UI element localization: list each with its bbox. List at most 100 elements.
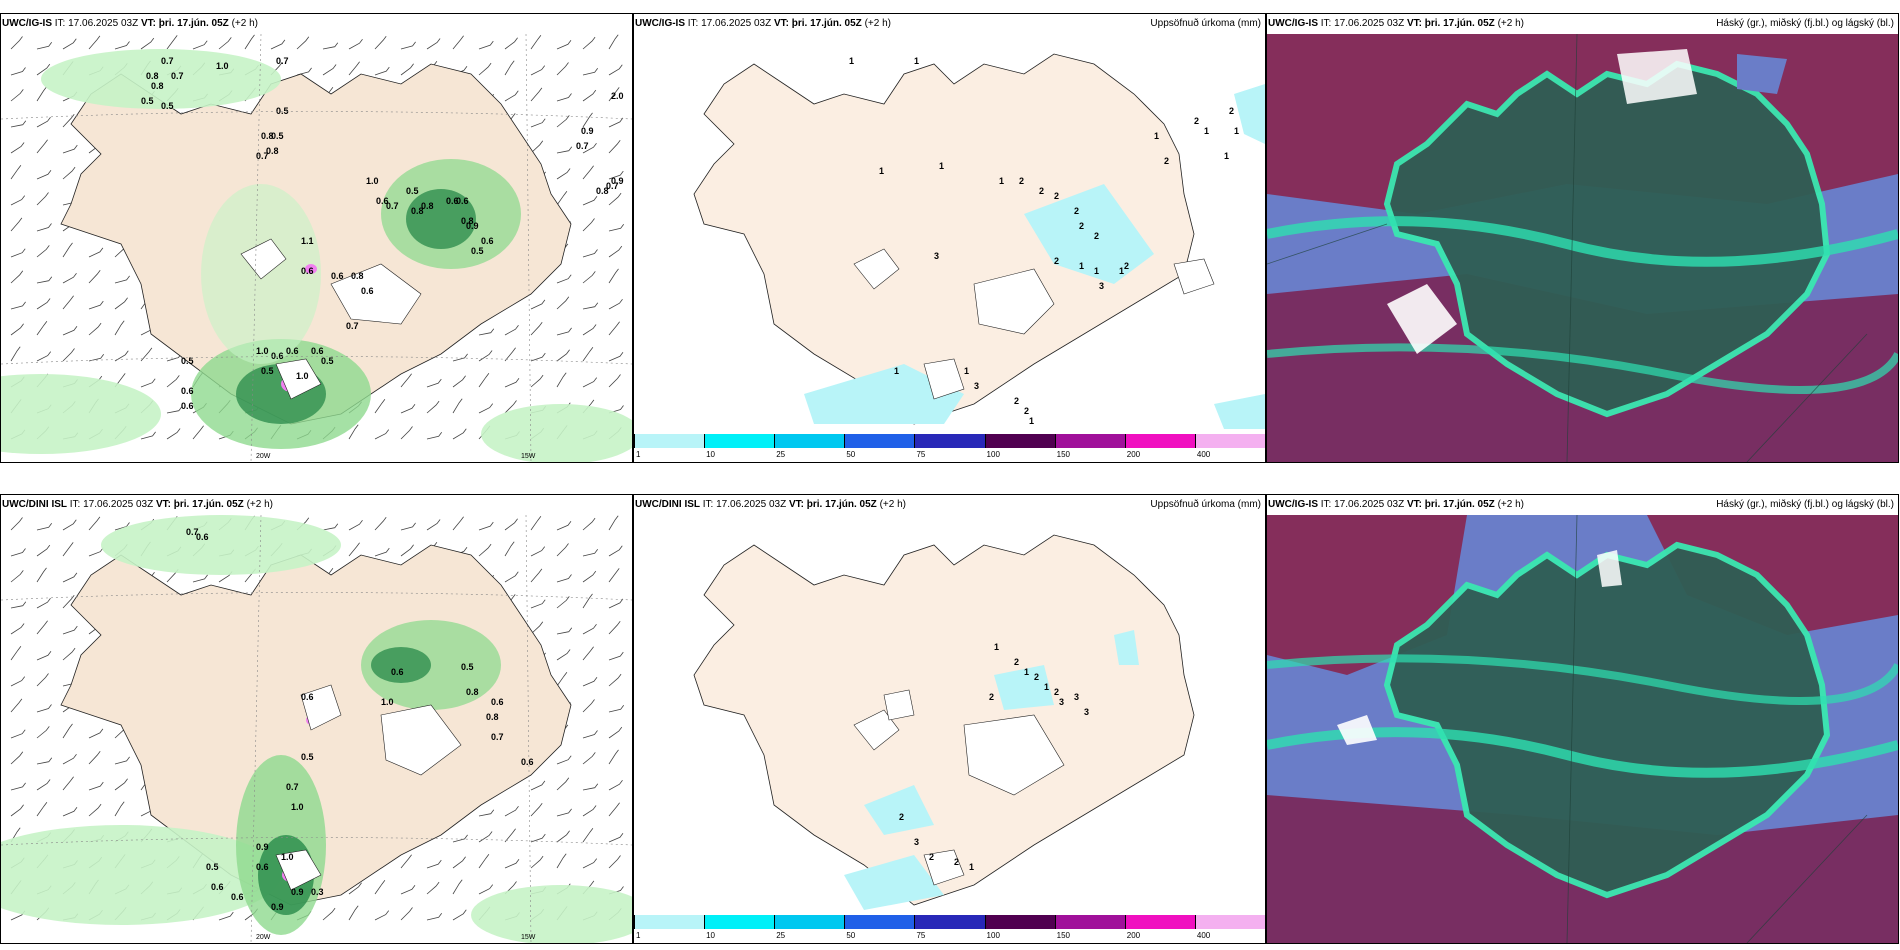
wind-barb: [36, 86, 47, 102]
precip-value-label: 0.7: [161, 56, 174, 66]
wind-barb: [10, 751, 24, 765]
wind-barb: [270, 39, 286, 50]
wind-barb: [582, 377, 598, 388]
precip-value-label: 0.6: [301, 692, 314, 702]
wind-barb: [582, 752, 596, 765]
wind-barb: [62, 348, 75, 362]
wind-barb: [530, 621, 544, 635]
precip-value-label: 2: [1229, 106, 1234, 116]
wind-barb: [478, 403, 494, 414]
wind-barb: [10, 323, 24, 336]
precip-value-label: 0.6: [181, 386, 194, 396]
precip-value-label: 0.8: [261, 131, 274, 141]
wind-barb: [556, 671, 568, 687]
precip-value-label: 0.6: [311, 346, 324, 356]
vt-label: VT:: [1406, 499, 1422, 510]
wind-barb: [608, 545, 623, 557]
colorbar-label: 1: [636, 450, 641, 459]
precip-value-label: 0.5: [471, 246, 484, 256]
wind-barb: [36, 620, 48, 635]
map-panel-bottom-middle: UWC/DINI ISL IT: 17.06.2025 03Z VT: þri.…: [633, 494, 1266, 944]
precip-value-label: 0.8: [466, 687, 479, 697]
panel-variable-title: Háský (gr.), miðský (fj.bl.) og lágský (…: [1716, 18, 1894, 29]
wind-barb: [10, 195, 26, 206]
wind-barb: [582, 730, 598, 739]
precip-value-label: 1: [849, 56, 854, 66]
wind-barb: [322, 42, 339, 50]
wind-barb: [114, 320, 125, 336]
precip-value-label: 1: [1224, 151, 1229, 161]
wind-barb: [62, 542, 74, 557]
wind-barb: [608, 224, 625, 232]
precip-value-label: 1: [894, 366, 899, 376]
wind-barb: [582, 68, 599, 76]
wind-barb: [556, 349, 570, 362]
precip-value-label: 0.5: [276, 106, 289, 116]
wind-barb: [88, 750, 101, 765]
colorbar-label: 10: [706, 931, 716, 940]
cloud-cover-map: [1267, 34, 1898, 462]
wind-barb: [530, 515, 542, 531]
wind-barb: [478, 543, 492, 557]
cloud-cover-map: [1267, 515, 1898, 943]
precip-value-label: 1.0: [366, 176, 379, 186]
wind-barb: [582, 218, 595, 232]
precip-value-label: 0.8: [151, 81, 164, 91]
precip-value-label: 2: [929, 852, 934, 862]
wind-barb: [10, 782, 26, 791]
precip-value-label: 0.5: [181, 356, 194, 366]
wind-barb: [36, 651, 52, 661]
wind-barb: [192, 425, 204, 440]
precip-value-label: 0.6: [446, 196, 459, 206]
panel-header: UWC/IG-IS IT: 17.06.2025 03Z VT: þri. 17…: [1, 14, 632, 34]
precip-value-label: 1: [1119, 266, 1124, 276]
glaciers: [275, 684, 462, 891]
wind-barb: [36, 42, 53, 50]
precip-value-label: 0.8: [266, 146, 279, 156]
wind-barb: [10, 698, 23, 713]
precip-value-label: 1.0: [296, 371, 309, 381]
wind-barb: [140, 431, 156, 440]
wind-barb: [426, 881, 440, 895]
wind-barb: [62, 144, 78, 154]
wind-barb: [452, 428, 467, 440]
lon-label-15w: 15W: [521, 934, 536, 941]
precip-value-label: 1: [1024, 667, 1029, 677]
wind-barb: [556, 190, 568, 206]
wind-barb: [348, 882, 362, 895]
wind-barb: [400, 426, 413, 440]
vt-label: VT:: [155, 499, 171, 510]
wind-barb: [608, 298, 623, 310]
wind-barb: [504, 805, 519, 817]
precip-shading: [804, 84, 1265, 429]
wind-barb: [478, 372, 490, 388]
wind-barb: [478, 884, 494, 895]
wind-barb: [582, 646, 594, 661]
it-value: 17.06.2025 03Z: [1334, 18, 1405, 29]
colorbar-segment: [914, 915, 985, 929]
precip-value-label: 1.0: [216, 61, 229, 71]
wind-barb: [478, 328, 495, 336]
panel-header: UWC/DINI ISL IT: 17.06.2025 03Z VT: þri.…: [634, 495, 1265, 515]
model-label: UWC/IG-IS: [1268, 499, 1318, 510]
precip-value-label: 0.6: [301, 266, 314, 276]
wind-barb: [608, 64, 623, 76]
precip-value-label: 1: [1094, 266, 1099, 276]
iceland-landmass: [1383, 541, 1831, 899]
precip-value-label: 0.5: [406, 186, 419, 196]
wind-barb: [608, 139, 621, 154]
precip-value-label: 2: [1014, 396, 1019, 406]
precip-value-label: 0.5: [161, 101, 174, 111]
wind-barb: [192, 574, 208, 583]
precip-value-label: 0.7: [576, 141, 589, 151]
precip-value-label: 0.7: [606, 181, 619, 191]
colorbar-label: 75: [916, 931, 926, 940]
wind-barb: [452, 516, 464, 531]
wind-barb: [36, 523, 53, 531]
wind-barb: [426, 432, 443, 440]
wind-barb: [582, 36, 596, 50]
colorbar-segment: [984, 915, 1055, 929]
wind-barb: [504, 90, 519, 102]
wind-barb: [10, 142, 25, 154]
